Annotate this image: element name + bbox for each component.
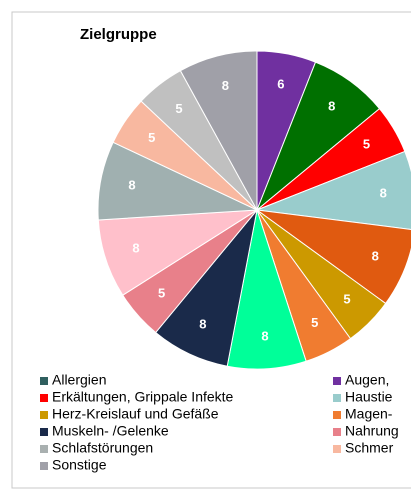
legend-label: Allergien xyxy=(52,372,106,388)
value-label: 5 xyxy=(363,137,370,152)
value-label: 8 xyxy=(199,317,206,332)
value-label: 8 xyxy=(261,328,268,343)
value-label: 5 xyxy=(311,315,318,330)
value-label: 8 xyxy=(128,178,135,193)
legend-label: Schmer xyxy=(345,440,394,456)
legend-swatch xyxy=(40,428,48,436)
legend-label: Herz-Kreislauf und Gefäße xyxy=(52,406,219,422)
legend-label: Augen, xyxy=(345,372,389,388)
legend-label: Erkältungen, Grippale Infekte xyxy=(52,389,234,405)
value-label: 8 xyxy=(372,248,379,263)
legend-swatch xyxy=(40,445,48,453)
value-label: 5 xyxy=(343,291,350,306)
legend-label: Sonstige xyxy=(52,457,107,473)
legend-label: Haustie xyxy=(345,389,393,405)
value-label: 8 xyxy=(380,185,387,200)
legend-swatch xyxy=(333,445,341,453)
value-label: 8 xyxy=(222,78,229,93)
legend-label: Nahrung xyxy=(345,423,399,439)
legend-swatch xyxy=(40,411,48,419)
legend-swatch xyxy=(40,394,48,402)
legend-swatch xyxy=(40,377,48,385)
legend-label: Magen- xyxy=(345,406,393,422)
value-label: 8 xyxy=(328,99,335,114)
value-label: 5 xyxy=(158,286,165,301)
legend-swatch xyxy=(333,394,341,402)
legend-swatch xyxy=(333,428,341,436)
value-label: 5 xyxy=(148,130,155,145)
value-label: 5 xyxy=(175,101,182,116)
legend-swatch xyxy=(333,411,341,419)
value-label: 8 xyxy=(132,241,139,256)
legend-swatch xyxy=(40,462,48,470)
legend-label: Muskeln- /Gelenke xyxy=(52,423,169,439)
pie-slice xyxy=(256,150,411,230)
pie-slice xyxy=(179,50,258,211)
chart-title: Zielgruppe xyxy=(80,26,157,43)
value-label: 6 xyxy=(277,76,284,91)
legend-swatch xyxy=(333,377,341,385)
legend-label: Schlafstörungen xyxy=(52,440,153,456)
